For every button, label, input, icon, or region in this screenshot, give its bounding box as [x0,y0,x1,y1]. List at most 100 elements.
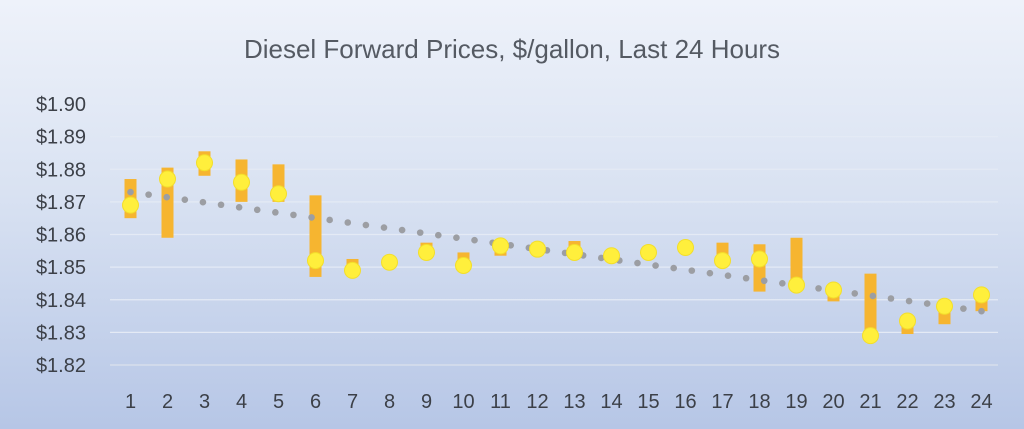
x-tick-label: 19 [785,391,807,413]
price-marker [455,256,472,274]
y-tick-label: $1.90 [36,94,86,116]
price-marker [862,327,879,345]
x-tick-label: 16 [674,391,696,413]
price-marker [418,243,435,261]
trend-dot [163,193,171,201]
trend-dot [706,269,714,277]
price-marker [344,261,361,279]
trend-dot [670,264,677,272]
y-tick-label: $1.82 [36,355,86,377]
x-tick-label: 8 [384,391,395,413]
trend-dot [905,297,913,305]
price-marker [566,243,583,261]
price-markers [122,154,990,345]
price-marker [825,281,842,299]
trend-dot [851,290,859,297]
y-tick-label: $1.83 [36,322,86,344]
price-marker [492,237,509,255]
price-marker [936,297,953,315]
x-tick-label: 14 [600,391,622,413]
price-marker [122,196,139,214]
trend-dot [127,188,134,196]
price-marker [677,239,694,257]
y-tick-label: $1.86 [36,225,86,247]
trend-dot [435,231,442,239]
x-tick-label: 22 [896,391,918,413]
x-tick-label: 1 [125,391,136,413]
trend-dot [760,277,768,285]
trend-dot [181,196,189,203]
trend-dot [779,279,786,287]
x-tick-label: 21 [859,391,881,413]
range-bar [864,273,877,338]
trend-dot [688,267,696,274]
price-marker [788,276,805,294]
trend-dot [471,236,478,244]
price-marker [233,173,250,191]
trend-dot [815,285,822,292]
trend-dot [380,224,388,231]
trend-dot [416,229,424,236]
price-marker [603,247,620,265]
price-marker [196,154,213,172]
y-tick-label: $1.85 [36,257,86,279]
price-marker [899,312,916,330]
trend-dot [978,307,985,315]
trend-dot [652,262,659,269]
trend-dot [923,300,931,307]
trend-dot [507,241,515,249]
x-tick-label: 10 [452,391,474,413]
trend-dot [453,234,460,241]
x-tick-label: 24 [970,391,992,413]
y-axis-ticks: $1.90 $1.89 $1.88 $1.87 $1.86 $1.85 $1.84 $1.83… [36,94,86,377]
trend-dot [290,211,297,219]
x-tick-label: 3 [199,391,210,413]
trend-dot [272,209,279,216]
price-marker [973,286,990,304]
price-marker [714,252,731,270]
trend-dot [253,206,261,214]
x-tick-label: 4 [236,391,247,413]
x-tick-label: 23 [933,391,955,413]
trend-dot [869,292,877,300]
trend-dots [127,188,985,315]
x-tick-label: 5 [273,391,284,413]
trend-dot [887,295,895,302]
trend-dot [344,219,352,226]
chart-title: Diesel Forward Prices, $/gallon, Last 24… [244,34,780,64]
trend-dot [235,203,243,211]
trend-dot [742,274,750,282]
trend-dot [217,201,225,209]
price-marker [307,252,324,270]
trend-dot [960,305,967,312]
trend-dot [362,221,370,229]
x-tick-label: 12 [526,391,548,413]
x-tick-label: 18 [748,391,770,413]
trend-dot [398,226,406,234]
trend-dot [145,191,152,198]
trend-dot [199,198,207,206]
x-tick-label: 20 [822,391,844,413]
x-tick-label: 11 [490,391,511,413]
gridlines [110,103,998,366]
price-marker [751,250,768,268]
price-marker [529,240,546,258]
x-tick-label: 6 [310,391,321,413]
x-tick-label: 7 [347,391,358,413]
price-marker [270,185,287,203]
price-marker [381,253,398,271]
y-tick-label: $1.88 [36,159,86,181]
x-tick-label: 15 [637,391,659,413]
x-tick-label: 2 [162,391,173,413]
price-marker [640,243,657,261]
x-tick-label: 9 [421,391,432,413]
y-tick-label: $1.87 [36,192,86,214]
trend-dot [326,216,333,224]
x-tick-label: 17 [711,391,733,413]
trend-dot [634,259,641,267]
y-tick-label: $1.89 [36,127,86,149]
range-bars [124,151,988,338]
x-axis-ticks: 1 2 3 4 5 6 7 8 9 10 11 12 13 14 15 16 17 18 19 20 21 22 23 24 [125,391,993,413]
